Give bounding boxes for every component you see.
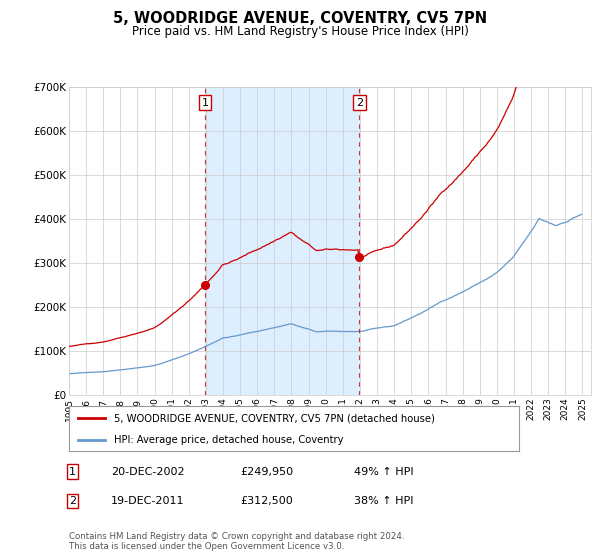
Text: 2: 2 [356,97,363,108]
Text: 1: 1 [202,97,209,108]
Text: 19-DEC-2011: 19-DEC-2011 [111,496,185,506]
Bar [205,87,359,395]
Text: £312,500: £312,500 [240,496,293,506]
Text: 5, WOODRIDGE AVENUE, COVENTRY, CV5 7PN: 5, WOODRIDGE AVENUE, COVENTRY, CV5 7PN [113,11,487,26]
Text: HPI: Average price, detached house, Coventry: HPI: Average price, detached house, Cove… [114,435,343,445]
Text: 49% ↑ HPI: 49% ↑ HPI [354,466,413,477]
Text: 20-DEC-2002: 20-DEC-2002 [111,466,185,477]
Text: 5, WOODRIDGE AVENUE, COVENTRY, CV5 7PN (detached house): 5, WOODRIDGE AVENUE, COVENTRY, CV5 7PN (… [114,413,435,423]
Text: 38% ↑ HPI: 38% ↑ HPI [354,496,413,506]
Text: 1: 1 [69,466,76,477]
Text: 2: 2 [69,496,76,506]
Text: Contains HM Land Registry data © Crown copyright and database right 2024.
This d: Contains HM Land Registry data © Crown c… [69,532,404,552]
Text: Price paid vs. HM Land Registry's House Price Index (HPI): Price paid vs. HM Land Registry's House … [131,25,469,38]
Text: £249,950: £249,950 [240,466,293,477]
